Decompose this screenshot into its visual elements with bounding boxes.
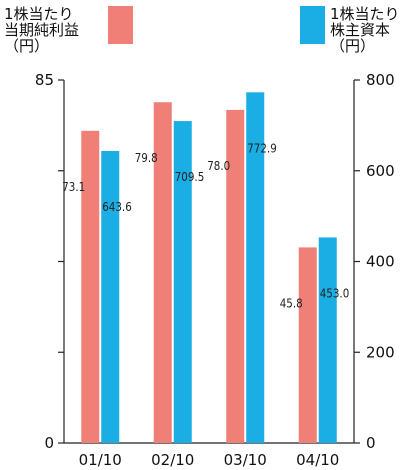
bar-bps	[246, 92, 265, 443]
bar-eps	[298, 247, 317, 443]
legend-right-label: 1株当たり 株主資本 （円）	[330, 6, 400, 54]
legend-left-line2: 当期純利益	[4, 21, 80, 39]
bar-eps	[153, 102, 172, 443]
right-tick-label: 0	[366, 434, 376, 452]
bar-eps	[226, 109, 245, 444]
x-tick-label: 01/10	[79, 451, 122, 469]
data-label: 453.0	[320, 287, 350, 301]
data-label: 709.5	[175, 170, 205, 184]
data-label: 73.1	[62, 180, 85, 194]
data-label: 45.8	[280, 297, 303, 311]
x-tick-label: 03/10	[224, 451, 267, 469]
axes: 0 85 0 200 400 600 800 01/10 02/10 03/10 04/10	[35, 71, 395, 469]
bars	[81, 92, 337, 444]
x-tick-label: 04/10	[296, 451, 339, 469]
bar-bps	[101, 150, 120, 444]
legend-right-swatch	[300, 6, 325, 44]
data-labels: 73.1 643.6 79.8 709.578.0 772.9 45.8 453.0	[62, 142, 349, 311]
left-axis-unit: （円）	[4, 37, 50, 55]
left-tick-label: 85	[35, 71, 54, 89]
legend-left-swatch	[108, 6, 133, 44]
legend-left-label: 1株当たり 当期純利益 （円）	[4, 6, 79, 54]
right-tick-label: 600	[366, 162, 395, 180]
legend-right-line2: 株主資本	[330, 21, 391, 39]
right-tick-label: 200	[366, 343, 395, 361]
left-tick-label: 0	[44, 434, 54, 452]
bar-eps	[81, 130, 100, 443]
data-label: 772.9	[247, 142, 277, 156]
x-tick-label: 02/10	[151, 451, 194, 469]
bar-bps	[318, 237, 337, 443]
legend-left-line1: 1株当たり	[4, 5, 74, 23]
right-tick-label: 400	[366, 253, 395, 271]
bar-bps	[173, 121, 192, 443]
right-axis-unit: （円）	[330, 37, 376, 55]
legend-right-line1: 1株当たり	[330, 5, 400, 23]
data-label: 79.8	[135, 151, 158, 165]
data-label: 643.6	[102, 200, 132, 214]
data-label: 78.0	[207, 159, 230, 173]
right-tick-label: 800	[366, 71, 395, 89]
